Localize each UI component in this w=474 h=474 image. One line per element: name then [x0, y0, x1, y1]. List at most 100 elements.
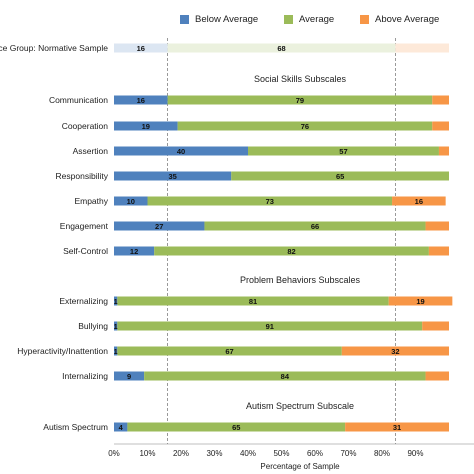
x-axis-title: Percentage of Sample [260, 462, 340, 471]
row-bullying-value-average: 91 [266, 322, 274, 331]
row-communication-bar-below [114, 95, 168, 105]
x-tick-label-20: 20% [173, 449, 189, 458]
x-tick-label-30: 30% [206, 449, 222, 458]
row-empathy-value-above: 16 [415, 197, 423, 206]
row-internalizing-bar-above [425, 371, 449, 381]
row-assertion-bar-below [114, 146, 248, 156]
row-empathy-value-average: 73 [266, 197, 274, 206]
x-tick-label-60: 60% [307, 449, 323, 458]
row-hyperactivity-inattention-value-above: 32 [391, 347, 399, 356]
row-empathy-bar-below [114, 196, 148, 206]
row-empathy-value-below: 10 [127, 197, 135, 206]
row-cooperation-bar-average [177, 121, 433, 131]
row-bullying-label: Bullying [78, 321, 108, 331]
row-hyperactivity-inattention-bar-above [341, 346, 449, 356]
row-autism-spectrum-bar-above [345, 422, 449, 432]
row-responsibility-bar-below [114, 171, 232, 181]
row-cooperation-bar-below [114, 121, 178, 131]
x-tick-label-10: 10% [139, 449, 155, 458]
row-empathy-bar-above [392, 196, 446, 206]
legend-item-below-average: Below Average [180, 14, 258, 25]
row-hyperactivity-inattention-bar-average [117, 346, 342, 356]
row-empathy-bar-average [147, 196, 393, 206]
row-externalizing-value-above: 19 [416, 297, 424, 306]
chart-legend: Below Average Average Above Average [0, 14, 474, 28]
row-hyperactivity-inattention-bar-below [114, 346, 118, 356]
row-responsibility-label: Responsibility [56, 171, 109, 181]
row-assertion-label: Assertion [73, 146, 109, 156]
x-tick-label-50: 50% [273, 449, 289, 458]
row-communication-label: Communication [49, 95, 108, 105]
group-title-social-skills-subscales: Social Skills Subscales [254, 74, 347, 84]
x-tick-label-40: 40% [240, 449, 256, 458]
row-self-control-bar-below [114, 246, 155, 256]
row-internalizing-bar-below [114, 371, 145, 381]
row-engagement-value-average: 66 [311, 222, 319, 231]
row-cooperation-value-below: 19 [142, 122, 150, 131]
row-bullying-value-below: 1 [114, 322, 118, 331]
reference-row-bar-below [114, 43, 168, 53]
row-autism-spectrum-value-average: 65 [232, 423, 240, 432]
row-communication-value-average: 79 [296, 96, 304, 105]
row-externalizing-bar-above [388, 296, 453, 306]
row-internalizing-value-average: 84 [281, 372, 290, 381]
row-autism-spectrum-value-above: 31 [393, 423, 401, 432]
row-internalizing-value-below: 9 [127, 372, 131, 381]
legend-swatch-average [284, 15, 293, 24]
row-communication-value-below: 16 [137, 96, 145, 105]
row-assertion-value-below: 40 [177, 147, 185, 156]
row-cooperation-value-average: 76 [301, 122, 309, 131]
row-autism-spectrum-bar-average [127, 422, 346, 432]
group-title-problem-behaviors-subscales: Problem Behaviors Subscales [240, 275, 361, 285]
row-self-control-bar-average [154, 246, 429, 256]
row-internalizing-label: Internalizing [62, 371, 108, 381]
row-externalizing-value-average: 81 [249, 297, 257, 306]
legend-swatch-above-average [360, 15, 369, 24]
row-hyperactivity-inattention-value-below: 1 [114, 347, 118, 356]
legend-label-average: Average [299, 14, 335, 25]
row-communication-bar-average [167, 95, 433, 105]
reference-row-value-below: 16 [137, 44, 145, 53]
x-tick-label-0: 0% [108, 449, 120, 458]
row-bullying-bar-below [114, 321, 118, 331]
row-hyperactivity-inattention-label: Hyperactivity/Inattention [17, 346, 108, 356]
row-self-control-value-average: 82 [287, 247, 295, 256]
row-externalizing-value-below: 1 [114, 297, 118, 306]
row-internalizing-bar-average [144, 371, 426, 381]
row-autism-spectrum-label: Autism Spectrum [43, 422, 108, 432]
row-engagement-bar-average [204, 221, 426, 231]
row-responsibility-value-below: 35 [168, 172, 176, 181]
row-self-control-value-below: 12 [130, 247, 138, 256]
row-externalizing-bar-below [114, 296, 118, 306]
row-hyperactivity-inattention-value-average: 67 [225, 347, 233, 356]
row-autism-spectrum-value-below: 4 [119, 423, 124, 432]
reference-row-bar-above [395, 43, 449, 53]
row-cooperation-bar-above [432, 121, 449, 131]
reference-row-value-average: 68 [277, 44, 285, 53]
row-engagement-label: Engagement [60, 221, 109, 231]
row-externalizing-label: Externalizing [59, 296, 108, 306]
row-engagement-bar-below [114, 221, 205, 231]
legend-item-above-average: Above Average [360, 14, 439, 25]
legend-label-below-average: Below Average [195, 14, 259, 25]
legend-item-average: Average [284, 14, 334, 25]
row-self-control-label: Self-Control [63, 246, 108, 256]
row-assertion-bar-average [248, 146, 439, 156]
legend-swatch-below-average [180, 15, 189, 24]
row-responsibility-bar-average [231, 171, 449, 181]
group-title-autism-spectrum-subscale: Autism Spectrum Subscale [246, 401, 354, 411]
x-tick-label-80: 80% [374, 449, 390, 458]
row-cooperation-label: Cooperation [62, 121, 109, 131]
row-autism-spectrum-bar-below [114, 422, 128, 432]
row-bullying-bar-above [422, 321, 449, 331]
legend-label-above-average: Above Average [375, 14, 440, 25]
row-assertion-value-average: 57 [339, 147, 347, 156]
reference-row-label: ce Group: Normative Sample [0, 43, 108, 53]
row-assertion-bar-above [438, 146, 449, 156]
row-self-control-bar-above [428, 246, 449, 256]
row-empathy-label: Empathy [74, 196, 108, 206]
row-communication-bar-above [432, 95, 449, 105]
row-externalizing-bar-average [117, 296, 389, 306]
row-responsibility-value-average: 65 [336, 172, 344, 181]
